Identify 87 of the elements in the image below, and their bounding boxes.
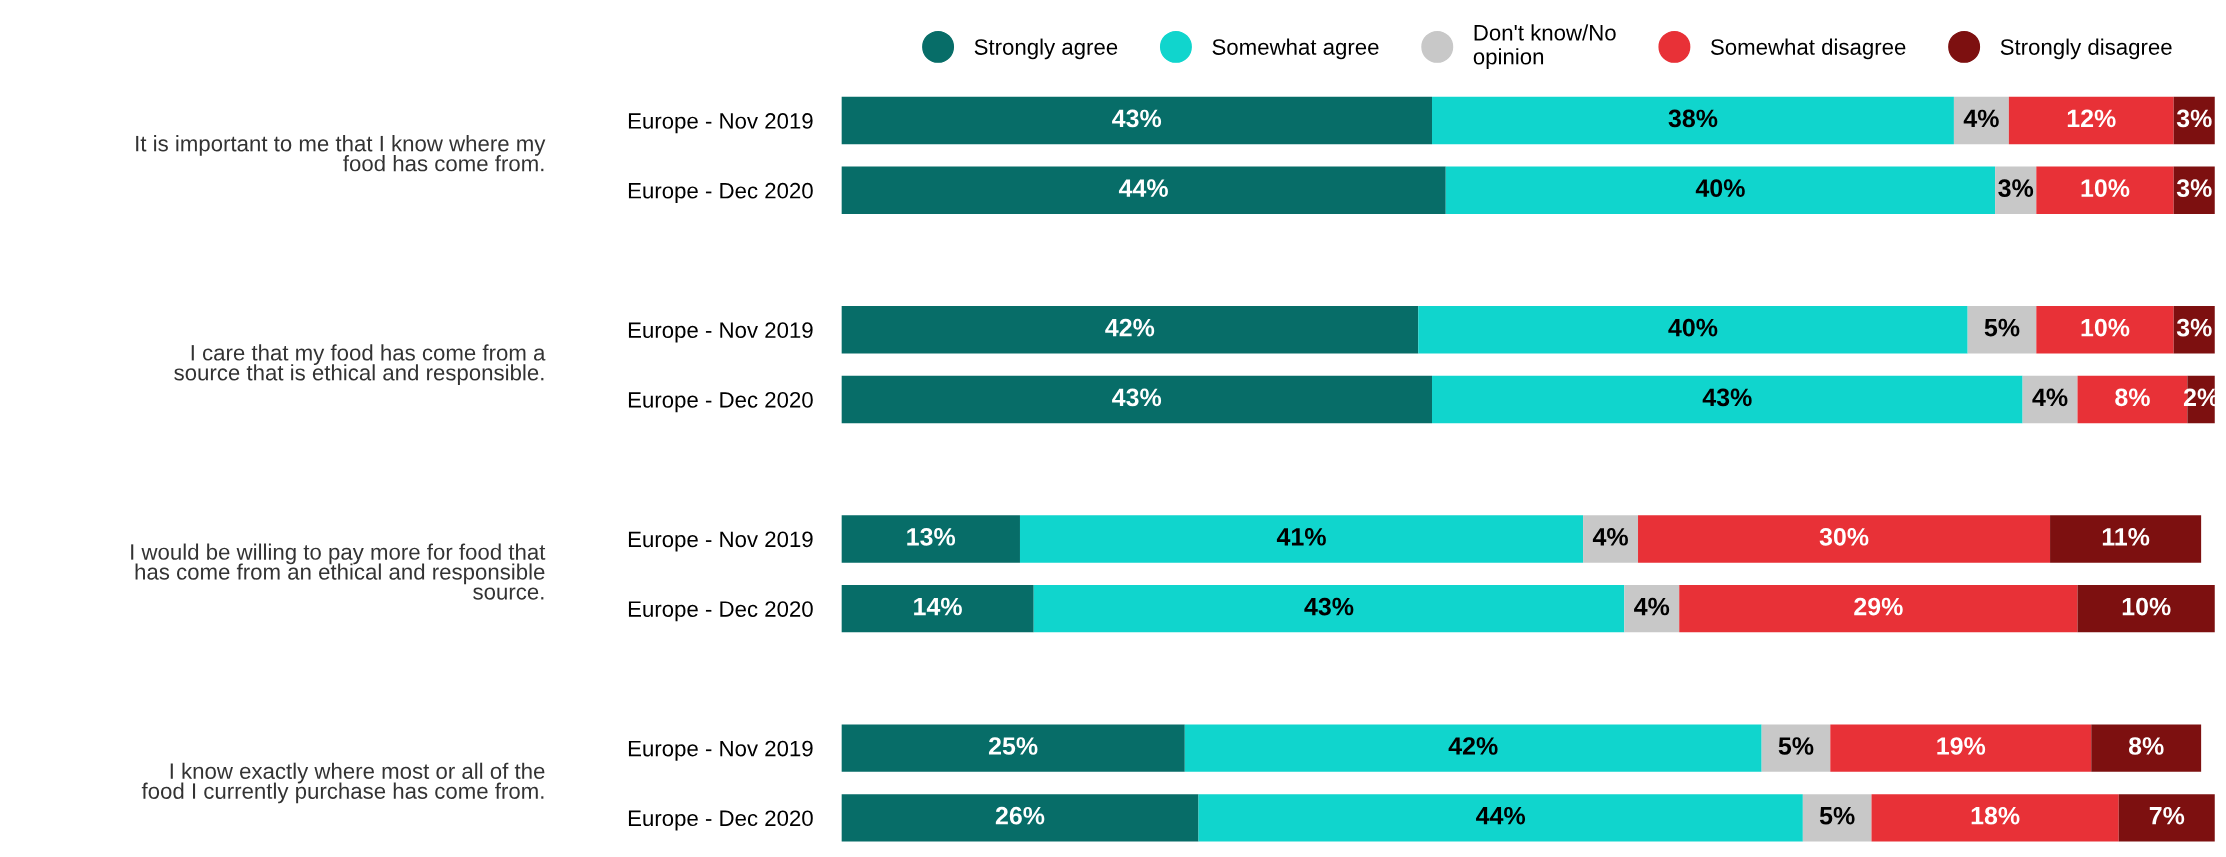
text: I know exactly where most or all of the food I currently purchase has come from. (141, 762, 545, 804)
legend-label: Somewhat agree (1212, 38, 1379, 60)
data-label: 4% (1592, 528, 1628, 546)
data-label: 8% (2115, 388, 2150, 407)
data-label: 41% (1276, 528, 1326, 546)
y-tick-label: Europe - Dec 2020 (628, 601, 813, 622)
bar (2118, 794, 2215, 842)
bar (841, 794, 1199, 842)
bar (841, 306, 1419, 354)
y-tick-label: Europe - Dec 2020 (628, 182, 813, 203)
data-label: 4% (1634, 597, 1670, 616)
legend-label: Strongly agree (974, 38, 1118, 60)
bar (841, 96, 1433, 145)
bar (1198, 794, 1803, 842)
data-label: 44% (1118, 179, 1168, 197)
data-label: 7% (2149, 806, 2185, 825)
data-label: 25% (988, 737, 1038, 755)
bar (2036, 166, 2174, 214)
bar (1445, 166, 1996, 214)
bar (2091, 724, 2202, 772)
bar (2036, 306, 2174, 354)
bar (1871, 794, 2119, 842)
y-tick-label: Europe - Nov 2019 (628, 740, 813, 761)
bar (1761, 724, 1831, 772)
data-label: 12% (2067, 109, 2116, 128)
bar (1802, 794, 1872, 842)
data-label: 43% (1112, 388, 1162, 407)
data-label: 10% (2081, 318, 2130, 337)
y-tick-label: Europe - Dec 2020 (628, 810, 813, 831)
data-label: 38% (1668, 109, 1718, 128)
bar (2050, 515, 2202, 563)
text: It is important to me that I know where my food has come from. (136, 135, 546, 172)
bar (1679, 584, 2078, 633)
data-label: 43% (1702, 388, 1752, 407)
bar (841, 724, 1185, 772)
bar (1967, 306, 2037, 354)
data-label: 44% (1476, 806, 1526, 825)
bar (841, 584, 1034, 633)
bar (2077, 584, 2215, 633)
legend-label: Don't know/No opinion (1473, 24, 1616, 69)
data-label: 3% (1998, 179, 2034, 198)
data-label: 10% (2081, 179, 2130, 197)
data-label: 4% (2032, 388, 2068, 407)
bar (1432, 375, 2023, 424)
bar (841, 166, 1446, 214)
bar (1184, 724, 1762, 772)
data-label: 11% (2102, 528, 2150, 546)
bar (1033, 584, 1625, 633)
bar (1830, 724, 2092, 772)
data-label: 3% (2176, 109, 2212, 128)
data-label: 8% (2128, 737, 2164, 755)
data-label: 5% (1819, 806, 1855, 825)
data-label: 29% (1854, 597, 1903, 616)
data-label: 26% (995, 806, 1045, 825)
bar (1583, 515, 1639, 563)
bar (841, 375, 1433, 424)
data-label: 40% (1695, 179, 1745, 197)
data-label: 43% (1112, 109, 1162, 128)
data-label: 14% (914, 597, 962, 616)
bar (1638, 515, 2051, 563)
legend-label: Somewhat disagree (1710, 38, 1906, 60)
y-tick-label: Europe - Dec 2020 (628, 392, 813, 413)
data-label: 18% (1971, 806, 2020, 825)
data-label: 40% (1668, 318, 1718, 337)
bar (2008, 96, 2174, 145)
data-label: 13% (907, 527, 956, 546)
legend-label: Strongly disagree (2000, 38, 2172, 60)
bar (1418, 306, 1968, 354)
data-label: 5% (1984, 318, 2020, 337)
data-label: 42% (1448, 737, 1498, 755)
data-label: 3% (2176, 318, 2212, 337)
text: I would be willing to pay more for food that has come from an ethical and responsible source. (131, 543, 546, 600)
bar (1019, 515, 1584, 563)
data-label: 30% (1819, 527, 1869, 546)
data-label: 43% (1304, 597, 1354, 616)
data-label: 3% (2176, 179, 2212, 198)
data-label: 19% (1937, 737, 1986, 755)
y-tick-label: Europe - Nov 2019 (628, 113, 813, 134)
data-label: 5% (1778, 737, 1814, 755)
data-label: 4% (1963, 109, 1999, 128)
bar (841, 515, 1020, 563)
data-label: 10% (2122, 597, 2171, 616)
y-tick-label: Europe - Nov 2019 (628, 531, 813, 552)
data-label: 42% (1105, 318, 1155, 337)
text: I care that my food has come from a source that is ethical and responsible. (174, 344, 546, 385)
bar (1432, 96, 1954, 145)
y-tick-label: Europe - Nov 2019 (628, 322, 813, 343)
